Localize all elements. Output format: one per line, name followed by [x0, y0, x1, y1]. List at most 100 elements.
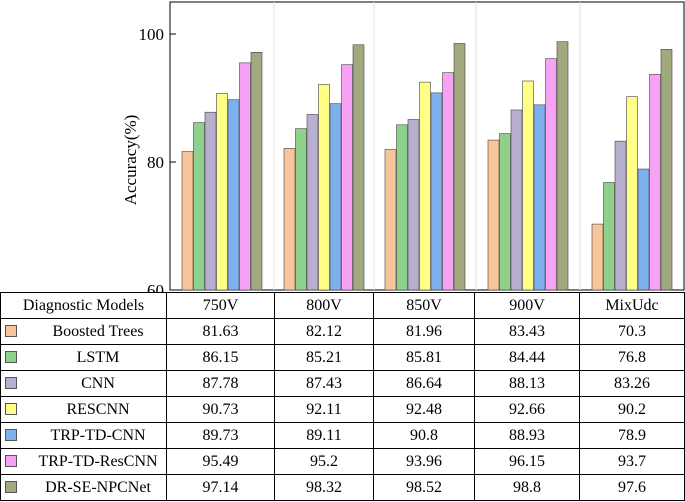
- model-cell: TRP-TD-ResCNN: [0, 448, 167, 475]
- bar: [499, 133, 511, 291]
- bar: [487, 139, 500, 291]
- value-cell: 86.64: [373, 370, 475, 397]
- bar: [295, 128, 307, 291]
- y-tick-label: 100: [139, 25, 165, 44]
- bar: [591, 223, 604, 291]
- bar: [239, 62, 251, 291]
- table-row: TRP-TD-CNN 89.73 89.11 90.8 88.93 78.9: [0, 422, 685, 449]
- y-axis-label: Accuracy(%): [121, 115, 140, 206]
- value-cell: 95.2: [274, 448, 374, 475]
- model-cell: Boosted Trees: [0, 318, 167, 345]
- value-cell: 89.11: [274, 422, 374, 449]
- value-cell: 96.15: [474, 448, 580, 475]
- value-cell: 82.12: [274, 318, 374, 345]
- bar: [430, 92, 443, 291]
- value-cell: 90.2: [579, 396, 685, 423]
- value-cell: 86.15: [166, 344, 275, 371]
- bar: [545, 58, 557, 291]
- bar: [533, 104, 546, 291]
- model-cell: CNN: [0, 370, 167, 397]
- bar: [556, 41, 569, 291]
- accuracy-bar-chart: 60 80 100 Accuracy(%): [121, 1, 685, 292]
- bar: [396, 124, 408, 291]
- value-cell: 98.32: [274, 474, 374, 501]
- category-dividers: [273, 2, 581, 290]
- value-cell: 83.43: [474, 318, 580, 345]
- y-tick-label: 80: [147, 153, 164, 172]
- table-header-cell: 750V: [166, 292, 275, 319]
- value-cell: 93.7: [579, 448, 685, 475]
- value-cell: 87.78: [166, 370, 275, 397]
- value-cell: 83.26: [579, 370, 685, 397]
- table-row: LSTM 86.15 85.21 85.81 84.44 76.8: [0, 344, 685, 371]
- bar: [318, 84, 330, 291]
- bar: [352, 44, 365, 291]
- legend-swatch: [5, 324, 17, 337]
- value-cell: 88.13: [474, 370, 580, 397]
- table-header-cell: 800V: [274, 292, 374, 319]
- bar: [522, 80, 534, 291]
- legend-swatch: [5, 350, 17, 363]
- value-cell: 84.44: [474, 344, 580, 371]
- bar: [626, 96, 638, 291]
- bar: [181, 151, 194, 291]
- value-cell: 78.9: [579, 422, 685, 449]
- value-cell: 93.96: [373, 448, 475, 475]
- value-cell: 85.21: [274, 344, 374, 371]
- value-cell: 92.48: [373, 396, 475, 423]
- legend-swatch: [5, 428, 17, 441]
- y-axis: 60 80 100: [139, 25, 176, 292]
- bar: [614, 140, 627, 291]
- value-cell: 90.8: [373, 422, 475, 449]
- value-cell: 95.49: [166, 448, 275, 475]
- table-header-cell: Diagnostic Models: [0, 292, 167, 319]
- bar: [306, 114, 319, 291]
- bar: [637, 168, 650, 291]
- model-name: RESCNN: [66, 400, 130, 418]
- value-cell: 81.63: [166, 318, 275, 345]
- bar: [283, 148, 296, 291]
- value-cell: 70.3: [579, 318, 685, 345]
- bar: [341, 64, 353, 291]
- bar: [660, 49, 673, 291]
- header-label: Diagnostic Models: [22, 296, 145, 314]
- table-row: RESCNN 90.73 92.11 92.48 92.66 90.2: [0, 396, 685, 423]
- legend-swatch: [5, 376, 17, 389]
- model-name: LSTM: [76, 348, 120, 366]
- model-cell: RESCNN: [0, 396, 167, 423]
- value-cell: 85.81: [373, 344, 475, 371]
- value-cell: 92.11: [274, 396, 374, 423]
- bar: [193, 122, 205, 291]
- bar: [329, 103, 342, 291]
- bar: [442, 72, 454, 291]
- bar: [510, 109, 523, 291]
- table-row: TRP-TD-ResCNN 95.49 95.2 93.96 96.15 93.7: [0, 448, 685, 475]
- value-cell: 98.8: [474, 474, 580, 501]
- value-cell: 89.73: [166, 422, 275, 449]
- table-header-cell: 900V: [474, 292, 580, 319]
- value-cell: 97.14: [166, 474, 275, 501]
- bar: [204, 111, 217, 291]
- legend-swatch: [5, 454, 17, 467]
- value-cell: 97.6: [579, 474, 685, 501]
- legend-swatch: [5, 480, 17, 493]
- table-row: DR-SE-NPCNet 97.14 98.32 98.52 98.8 97.6: [0, 474, 685, 501]
- table-header-cell: MixUdc: [579, 292, 685, 319]
- bar: [407, 119, 420, 291]
- bar: [603, 182, 615, 291]
- table-header-row: Diagnostic Models 750V 800V 850V 900V MixUdc: [0, 292, 685, 319]
- results-table: Diagnostic Models 750V 800V 850V 900V MixUdc …: [0, 292, 685, 501]
- model-name: DR-SE-NPCNet: [45, 478, 151, 496]
- table-row: Boosted Trees 81.63 82.12 81.96 83.43 70.3: [0, 318, 685, 345]
- value-cell: 81.96: [373, 318, 475, 345]
- value-cell: 98.52: [373, 474, 475, 501]
- model-name: TRP-TD-ResCNN: [38, 452, 158, 470]
- value-cell: 90.73: [166, 396, 275, 423]
- model-name: TRP-TD-CNN: [50, 426, 146, 444]
- model-cell: TRP-TD-CNN: [0, 422, 167, 449]
- model-name: Boosted Trees: [52, 322, 144, 340]
- value-cell: 92.66: [474, 396, 580, 423]
- bar-series: [181, 41, 673, 291]
- bar: [250, 51, 263, 291]
- model-cell: LSTM: [0, 344, 167, 371]
